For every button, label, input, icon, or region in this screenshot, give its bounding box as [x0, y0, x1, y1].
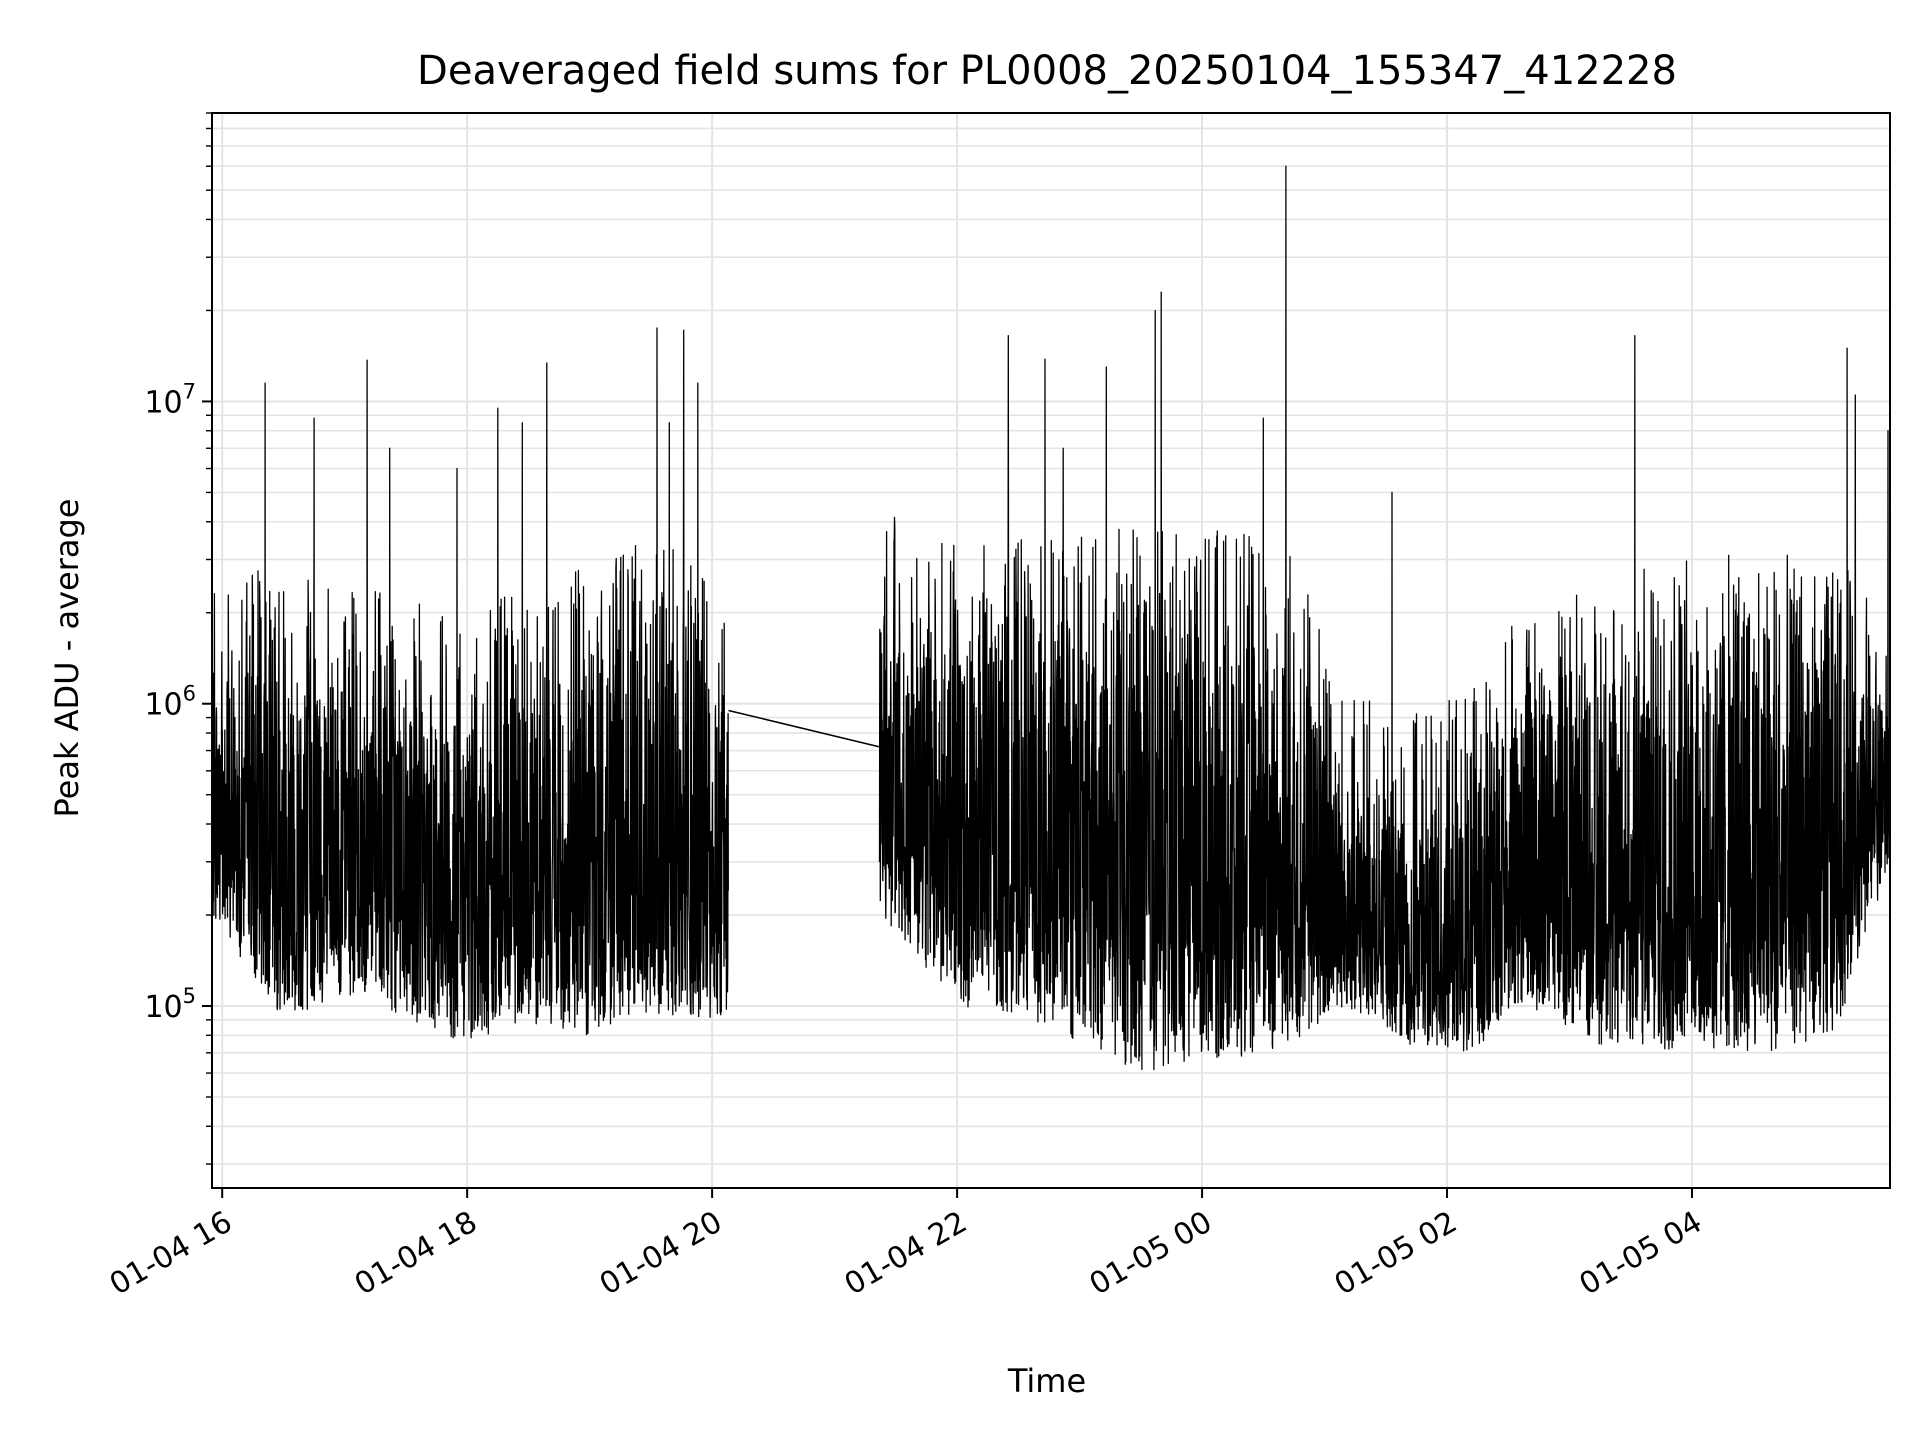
y-axis-label: Peak ADU - average: [48, 499, 86, 818]
chart-title: Deaveraged field sums for PL0008_2025010…: [417, 48, 1677, 94]
data-series: [212, 165, 1890, 1071]
series-gap-bridge: [728, 709, 880, 748]
series-line-segment-1: [212, 327, 729, 1039]
y-tick-label: 107: [144, 379, 196, 420]
y-axis: 105 106 107: [144, 112, 212, 1165]
y-tick-label: 106: [144, 682, 196, 723]
plot-frame: [211, 112, 1891, 1189]
y-tick-label: 105: [144, 984, 196, 1025]
x-axis-label: Time: [1007, 1362, 1086, 1400]
series-line-segment-2: [878, 165, 1890, 1071]
